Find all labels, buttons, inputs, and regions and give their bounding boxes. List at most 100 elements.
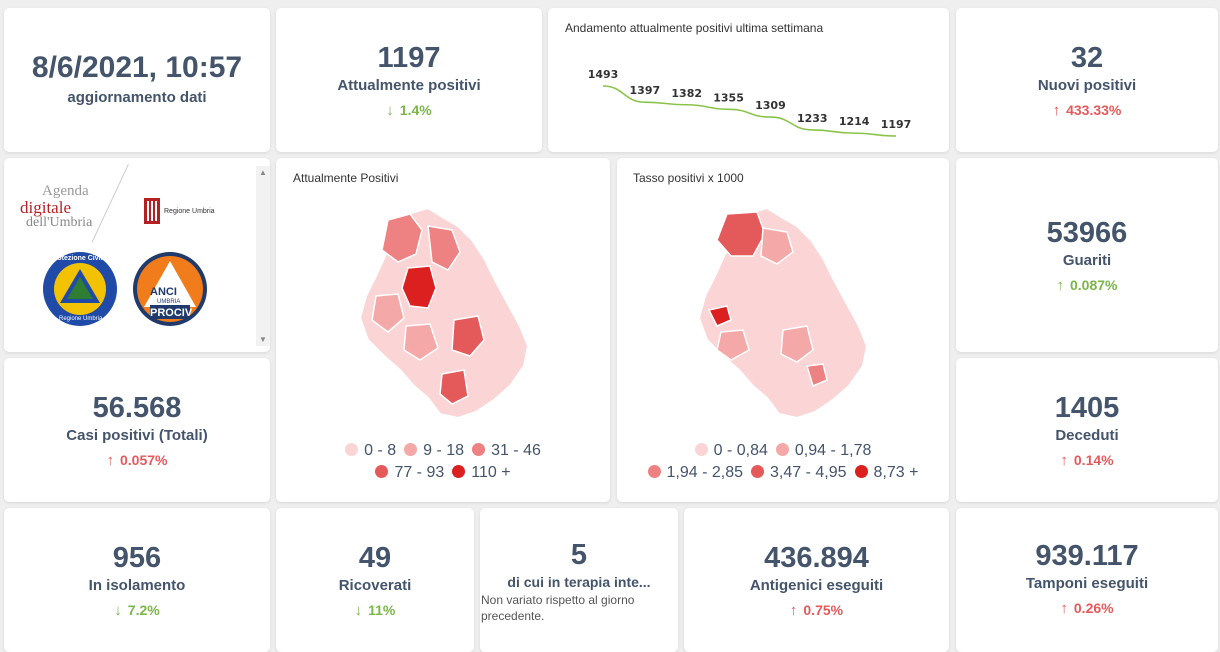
new-positive-card: 32 Nuovi positivi ↑ 433.33% — [956, 8, 1218, 152]
arrow-up-icon: ↑ — [1060, 452, 1068, 469]
arrow-up-icon: ↑ — [1056, 277, 1065, 294]
trend-data-label: 1355 — [713, 91, 744, 104]
total-cases-value: 56.568 — [92, 392, 182, 424]
current-positive-label: Attualmente positivi — [337, 77, 481, 94]
protezione-civile-logo — [43, 252, 117, 326]
legend-label: 0,94 - 1,78 — [794, 442, 872, 459]
icu-value: 5 — [570, 539, 588, 571]
antigen-card: 436.894 Antigenici eseguiti ↑ 0.75% — [684, 508, 949, 652]
legend-row: 77 - 93 110 + — [276, 464, 610, 482]
arrow-up-icon: ↑ — [106, 452, 115, 469]
agenda-digitale-logo: Agenda digitale dell'Umbria — [20, 183, 93, 230]
antigen-change: ↑ 0.75% — [789, 602, 844, 619]
trend-data-label: 1397 — [630, 84, 661, 97]
legend-swatch-icon — [404, 443, 418, 456]
map-rate-legend: 0 - 0,84 0,94 - 1,78 1,94 - 2,85 3,47 - 4,9… — [617, 442, 949, 486]
legend-swatch-icon — [345, 443, 359, 456]
recovered-change: ↑ 0.087% — [1056, 277, 1118, 294]
recovered-label: Guariti — [1062, 252, 1112, 269]
legend-item[interactable]: 8,73 + — [854, 464, 918, 482]
legend-item[interactable]: 77 - 93 — [375, 464, 444, 482]
hospitalized-label: Ricoverati — [338, 577, 412, 594]
map-rate-title: Tasso positivi x 1000 — [633, 171, 744, 185]
legend-swatch-icon — [647, 465, 661, 478]
total-cases-change: ↑ 0.057% — [106, 452, 168, 469]
current-positive-change: ↓ 1.4% — [386, 102, 432, 119]
hospitalized-value: 49 — [358, 542, 392, 574]
legend-swatch-icon — [452, 465, 466, 478]
new-positive-change: ↑ 433.33% — [1052, 102, 1122, 119]
icu-label[interactable]: di cui in terapia inte... — [507, 574, 651, 590]
legend-swatch-icon — [472, 443, 486, 456]
new-positive-label: Nuovi positivi — [1037, 77, 1137, 94]
deaths-label: Deceduti — [1055, 427, 1119, 444]
trend-line — [602, 85, 897, 137]
legend-item[interactable]: 3,47 - 4,95 — [751, 464, 847, 482]
arrow-down-icon: ↓ — [386, 102, 394, 119]
legend-label: 0 - 8 — [364, 442, 397, 459]
legend-row: 0 - 8 9 - 18 31 - 46 — [276, 442, 610, 460]
current-positive-value: 1197 — [377, 42, 441, 74]
legend-swatch-icon — [375, 465, 389, 478]
legend-label: 110 + — [471, 464, 511, 481]
map-positive-legend: 0 - 8 9 - 18 31 - 46 77 - 93 110 + — [276, 442, 610, 486]
recovered-value: 53966 — [1046, 217, 1128, 249]
trend-data-label: 1309 — [755, 99, 786, 112]
legend-row: 1,94 - 2,85 3,47 - 4,95 8,73 + — [617, 464, 949, 482]
legend-item[interactable]: 0 - 0,84 — [694, 442, 768, 460]
legend-item[interactable]: 0,94 - 1,78 — [775, 442, 872, 460]
isolation-value: 956 — [112, 542, 162, 574]
protezione-civile-sub: Regione Umbria — [59, 316, 103, 322]
swabs-label: Tamponi eseguiti — [1025, 575, 1149, 592]
trend-data-label: 1214 — [839, 115, 870, 128]
scroll-up-arrow-icon[interactable]: ▲ — [259, 168, 267, 177]
legend-swatch-icon — [854, 465, 868, 478]
legend-item[interactable]: 9 - 18 — [404, 442, 464, 460]
icu-note: Non variato rispetto al giorno precedent… — [481, 593, 635, 624]
scrollbar[interactable]: ▲ ▼ — [256, 166, 270, 346]
trend-data-label: 1493 — [588, 68, 619, 81]
legend-swatch-icon — [694, 443, 708, 456]
trend-data-label: 1197 — [881, 118, 912, 131]
trend-data-label: 1382 — [671, 87, 702, 100]
prociv-text: PROCIV — [150, 307, 193, 319]
legend-row: 0 - 0,84 0,94 - 1,78 — [617, 442, 949, 460]
legend-label: 31 - 46 — [491, 442, 541, 459]
umbria-map-positive[interactable] — [348, 200, 548, 430]
anci-text: ANCI — [150, 286, 177, 298]
deaths-card: 1405 Deceduti ↑ 0.14% — [956, 358, 1218, 502]
trend-line-chart: 1493 1397 1382 1355 1309 1233 1214 1197 — [588, 68, 912, 137]
legend-label: 0 - 0,84 — [713, 442, 768, 459]
total-cases-card: 56.568 Casi positivi (Totali) ↑ 0.057% — [4, 358, 270, 502]
antigen-value: 436.894 — [764, 542, 869, 574]
map-positive-title: Attualmente Positivi — [293, 171, 399, 185]
deaths-value: 1405 — [1054, 392, 1120, 424]
swabs-change: ↑ 0.26% — [1060, 600, 1114, 617]
legend-item[interactable]: 31 - 46 — [472, 442, 541, 460]
anci-prociv-logo — [133, 252, 207, 326]
legend-item[interactable]: 110 + — [452, 464, 511, 482]
isolation-change: ↓ 7.2% — [114, 602, 160, 619]
scroll-down-arrow-icon[interactable]: ▼ — [259, 335, 267, 344]
arrow-up-icon: ↑ — [789, 602, 798, 619]
update-card: 8/6/2021, 10:57 aggiornamento dati — [4, 8, 270, 152]
trend-card: Andamento attualmente positivi ultima se… — [548, 8, 949, 152]
arrow-up-icon: ↑ — [1052, 102, 1061, 119]
hospitalized-card: 49 Ricoverati ↓ 11% — [276, 508, 474, 652]
total-cases-label: Casi positivi (Totali) — [66, 427, 208, 444]
umbria-map-rate[interactable] — [687, 200, 887, 430]
hospitalized-change: ↓ 11% — [354, 602, 396, 619]
legend-label: 3,47 - 4,95 — [770, 464, 847, 481]
legend-label: 1,94 - 2,85 — [666, 464, 744, 481]
update-label: aggiornamento dati — [67, 89, 207, 106]
map-positive-card: Attualmente Positivi 0 - 8 9 - 18 31 - 46 7… — [276, 158, 610, 502]
isolation-card: 956 In isolamento ↓ 7.2% — [4, 508, 270, 652]
arrow-up-icon: ↑ — [1060, 600, 1068, 617]
legend-item[interactable]: 0 - 8 — [345, 442, 396, 460]
trend-title: Andamento attualmente positivi ultima se… — [565, 21, 824, 35]
swabs-value: 939.117 — [1035, 540, 1139, 572]
legend-label: 9 - 18 — [423, 442, 465, 459]
legend-item[interactable]: 1,94 - 2,85 — [647, 464, 744, 482]
trend-data-label: 1233 — [797, 112, 828, 125]
swabs-card: 939.117 Tamponi eseguiti ↑ 0.26% — [956, 508, 1218, 652]
